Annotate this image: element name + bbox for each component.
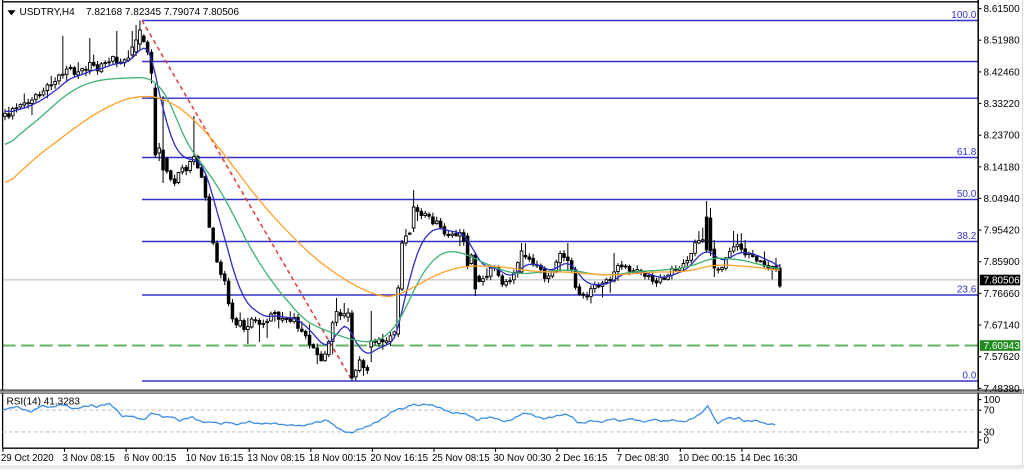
svg-text:50.0: 50.0 (957, 189, 977, 200)
svg-text:20 Nov 16:15: 20 Nov 16:15 (370, 453, 428, 464)
svg-text:7.60943: 7.60943 (984, 341, 1021, 352)
svg-text:8.23700: 8.23700 (984, 131, 1021, 142)
svg-text:30: 30 (984, 428, 996, 439)
svg-text:0.0: 0.0 (962, 371, 976, 382)
svg-text:7.67140: 7.67140 (984, 321, 1021, 332)
svg-text:8.33220: 8.33220 (984, 99, 1021, 110)
svg-text:8.14180: 8.14180 (984, 162, 1021, 173)
svg-text:7.80506: 7.80506 (984, 275, 1021, 286)
svg-text:7.82168 7.82345 7.79074 7.8050: 7.82168 7.82345 7.79074 7.80506 (86, 7, 239, 18)
svg-text:100.0: 100.0 (951, 10, 976, 21)
svg-text:18 Nov 00:15: 18 Nov 00:15 (309, 453, 367, 464)
svg-text:38.2: 38.2 (957, 231, 977, 242)
svg-text:6 Nov 00:15: 6 Nov 00:15 (124, 453, 176, 464)
svg-text:8.51980: 8.51980 (984, 36, 1021, 47)
svg-text:7.95420: 7.95420 (984, 226, 1021, 237)
svg-text:2 Dec 16:15: 2 Dec 16:15 (555, 453, 607, 464)
svg-text:29 Oct 2020: 29 Oct 2020 (1, 453, 54, 464)
svg-text:RSI(14) 41.3283: RSI(14) 41.3283 (7, 396, 81, 407)
svg-text:8.04940: 8.04940 (984, 194, 1021, 205)
svg-text:USDTRY,H4: USDTRY,H4 (20, 7, 76, 18)
svg-text:7.85900: 7.85900 (984, 257, 1021, 268)
svg-text:23.6: 23.6 (957, 285, 977, 296)
svg-text:61.8: 61.8 (957, 147, 977, 158)
svg-text:10 Dec 00:15: 10 Dec 00:15 (678, 453, 736, 464)
svg-text:0: 0 (984, 436, 990, 447)
svg-text:7.57620: 7.57620 (984, 352, 1021, 363)
svg-text:7.76660: 7.76660 (984, 289, 1021, 300)
svg-text:10 Nov 16:15: 10 Nov 16:15 (186, 453, 244, 464)
svg-text:100: 100 (984, 395, 1001, 406)
svg-text:30 Nov 00:30: 30 Nov 00:30 (494, 453, 552, 464)
svg-text:14 Dec 16:30: 14 Dec 16:30 (740, 453, 798, 464)
svg-text:8.61500: 8.61500 (984, 4, 1021, 15)
svg-text:7 Dec 08:30: 7 Dec 08:30 (617, 453, 670, 464)
svg-text:70: 70 (984, 406, 996, 417)
svg-text:3 Nov 08:15: 3 Nov 08:15 (62, 453, 114, 464)
svg-text:7.48380: 7.48380 (984, 384, 1021, 395)
svg-text:8.42460: 8.42460 (984, 67, 1021, 78)
svg-text:13 Nov 08:15: 13 Nov 08:15 (247, 453, 305, 464)
svg-text:25 Nov 08:15: 25 Nov 08:15 (432, 453, 490, 464)
